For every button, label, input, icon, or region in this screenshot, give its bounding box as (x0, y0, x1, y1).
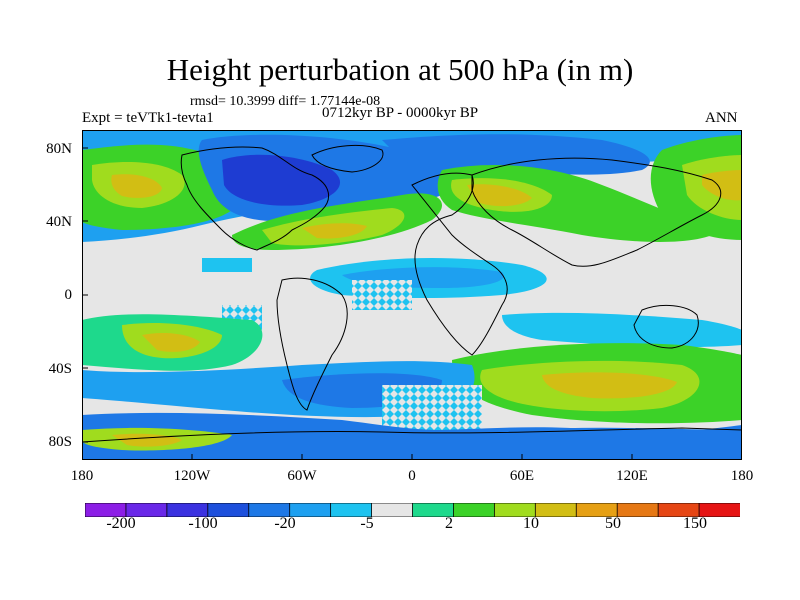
colorbar-label-neg100: -100 (188, 515, 218, 532)
east-pacific-cyan (202, 258, 252, 272)
stats-label: rmsd= 10.3999 diff= 1.77144e-08 (190, 94, 381, 109)
colorbar-label-neg20: -20 (274, 515, 296, 532)
antarctic-east-negative (510, 427, 742, 460)
season-label: ANN (705, 110, 738, 126)
x-tick-60w: 60W (287, 468, 317, 484)
map-frame (82, 130, 742, 460)
x-tick-120e: 120E (616, 468, 648, 484)
y-tick-0: 0 (64, 287, 73, 303)
hatched-area-atlantic (352, 280, 412, 310)
eurasia-negative (382, 134, 650, 176)
na-negative-core (222, 154, 341, 206)
x-tick-120w: 120W (173, 468, 211, 484)
atlantic-positive-core (302, 223, 367, 239)
hatched-area-south-atlantic (382, 385, 482, 435)
colorbar-label-neg5: -5 (360, 515, 374, 532)
y-tick-80s: 80S (48, 434, 72, 450)
sh-east-positive-core (542, 372, 677, 399)
colorbar-label-10: 10 (523, 515, 539, 532)
x-tick-0: 0 (408, 468, 416, 484)
colorbar-label-2: 2 (445, 515, 453, 532)
colorbar-label-150: 150 (683, 515, 707, 532)
plot-title: Height perturbation at 500 hPa (in m) (166, 52, 634, 87)
period-label: 0712kyr BP - 0000kyr BP (322, 105, 479, 121)
eurasia-positive-core (467, 184, 532, 207)
colorbar-label-50: 50 (605, 515, 621, 532)
x-tick-180e: 180 (730, 468, 754, 484)
colorbar-swatch (698, 503, 740, 517)
x-tick-180w: 180 (70, 468, 94, 484)
sh-west-core (142, 332, 200, 352)
sh-east-cyan (502, 312, 742, 348)
colorbar (85, 503, 740, 517)
y-tick-40s: 40S (48, 361, 72, 377)
colorbar-label-neg200: -200 (106, 515, 136, 532)
experiment-label: Expt = teVTk1-tevta1 (82, 110, 214, 126)
pacific-positive-core (702, 170, 742, 201)
y-tick-80n: 80N (46, 141, 72, 157)
height-perturbation-map (82, 130, 742, 460)
y-tick-40n: 40N (46, 214, 72, 230)
nh-west-positive-peak (111, 174, 162, 198)
x-tick-60e: 60E (509, 468, 535, 484)
coastlines (82, 145, 742, 443)
